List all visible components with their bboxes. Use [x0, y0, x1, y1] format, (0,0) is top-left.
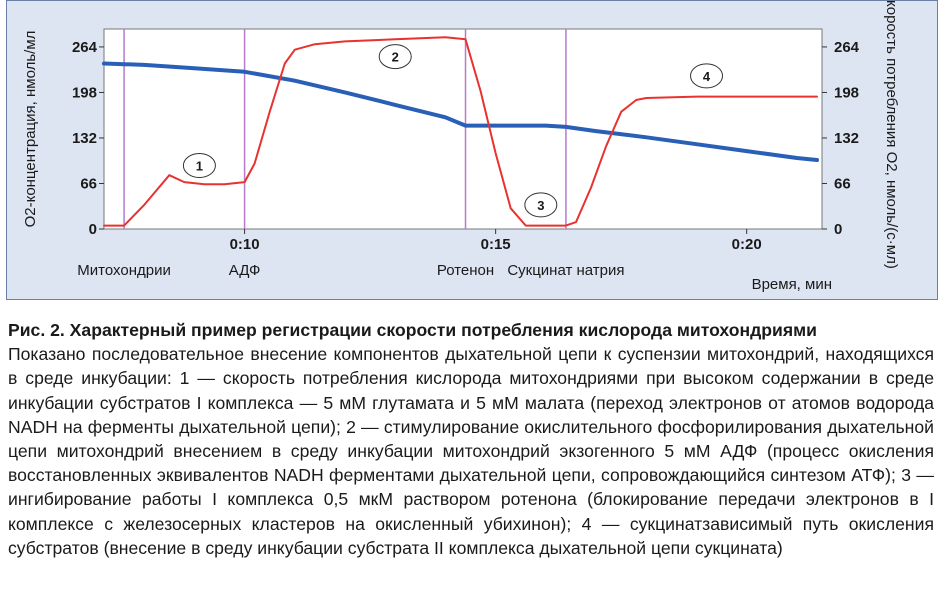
y-axis-left-title: О2-концентрация, нмоль/мл [22, 31, 39, 228]
y-axis-right: 264 198 132 66 0 [822, 39, 860, 238]
figure-panel: 264 198 132 66 0 264 198 132 66 0 0:10 0:15 0:20 М… [6, 0, 938, 300]
y-right-tick-label: 0 [834, 221, 842, 238]
x-tick-label: 0:20 [732, 236, 762, 253]
y-right-tick-label: 132 [834, 130, 859, 147]
figure-caption: Рис. 2. Характерный пример регистрации с… [8, 318, 934, 560]
y-left-tick-label: 198 [72, 84, 97, 101]
phase-marker-label: 3 [537, 198, 544, 213]
phase-marker-circle [690, 63, 724, 89]
event-label: АДФ [229, 262, 261, 279]
phase-marker-label: 4 [703, 69, 711, 84]
series-lines [102, 36, 819, 227]
caption-title: Рис. 2. Характерный пример регистрации с… [8, 320, 817, 340]
event-label: Ротенон [437, 262, 494, 279]
x-axis: 0:10 0:15 0:20 [230, 229, 762, 253]
y-axis-right-title: Скорость потребления О2, нмоль/(с·мл) [883, 1, 900, 269]
y-right-tick-label: 66 [834, 175, 851, 192]
y-left-tick-label: 264 [72, 39, 98, 56]
phase-marker-circle [378, 44, 412, 70]
consumption-rate-line [103, 36, 818, 227]
x-tick-label: 0:10 [230, 236, 260, 253]
y-axis-left: 264 198 132 66 0 [72, 39, 104, 238]
phase-marker-label: 2 [392, 50, 399, 65]
y-right-tick-label: 264 [834, 39, 860, 56]
caption-text: Показано последовательное внесение компо… [8, 344, 934, 558]
y-left-tick-label: 0 [89, 221, 97, 238]
phase-markers: 1 2 3 4 [182, 44, 724, 218]
y-left-tick-label: 132 [72, 130, 97, 147]
event-markers: Митохондрии АДФ Ротенон Сукцинат натрия [77, 29, 625, 279]
event-label: Сукцинат натрия [507, 262, 624, 279]
x-tick-label: 0:15 [481, 236, 511, 253]
y-left-tick-label: 66 [80, 175, 97, 192]
oxygen-concentration-line [102, 61, 819, 162]
phase-marker-circle [182, 153, 216, 179]
phase-marker-circle [524, 192, 558, 218]
phase-marker-label: 1 [196, 159, 203, 174]
plot-background [103, 28, 823, 230]
plot-area [103, 28, 823, 230]
y-right-tick-label: 198 [834, 84, 859, 101]
x-axis-title: Время, мин [752, 276, 832, 293]
event-label: Митохондрии [77, 262, 171, 279]
